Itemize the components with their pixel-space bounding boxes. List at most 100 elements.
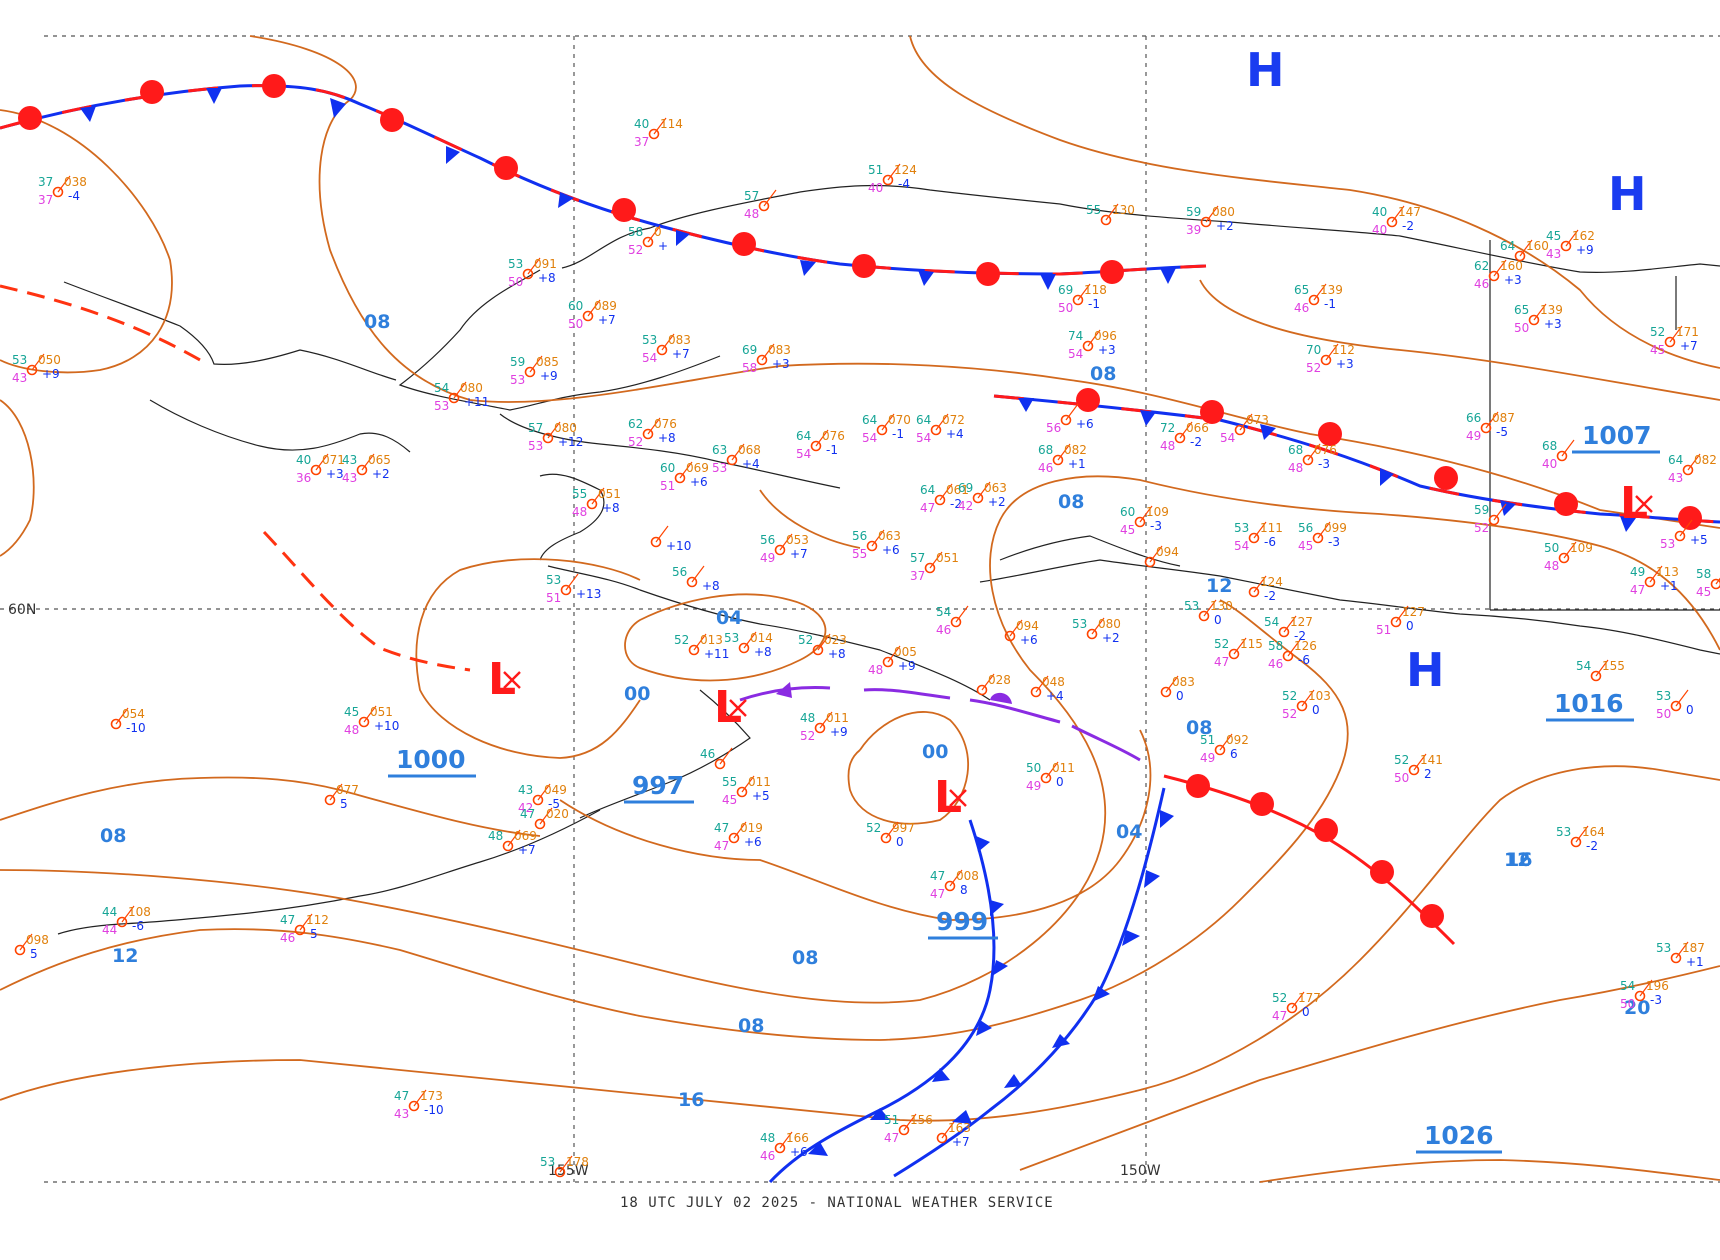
wind-barb <box>1219 733 1233 751</box>
station-pressure: 073 <box>1246 413 1269 427</box>
station-temperature: 46 <box>700 747 715 761</box>
wind-barb <box>1675 689 1689 707</box>
station-pressure: 049 <box>544 783 567 797</box>
station-pressure: 080 <box>1098 617 1121 631</box>
station-marker <box>728 832 740 844</box>
wind-barb <box>731 443 745 461</box>
station-pressure-tendency: -6 <box>1264 535 1276 549</box>
station-temperature: 54 <box>936 605 951 619</box>
station-pressure-tendency: -3 <box>1318 457 1330 471</box>
isobar-value-label: 16 <box>1506 849 1532 871</box>
station-pressure-tendency: -1 <box>892 427 904 441</box>
station-dewpoint: 40 <box>1542 457 1557 471</box>
wind-barb <box>315 453 329 471</box>
station-pressure-tendency: +10 <box>666 539 691 553</box>
station-pressure: 070 <box>888 413 911 427</box>
station-pressure: 196 <box>1646 979 1669 993</box>
station-temperature: 68 <box>1288 443 1303 457</box>
station-dewpoint: 51 <box>660 479 675 493</box>
station-marker <box>1514 250 1526 262</box>
high-center-marker: H <box>1608 167 1647 221</box>
station-marker <box>14 944 26 956</box>
station-plot: 52 023+8 <box>798 633 847 661</box>
wind-barb <box>1639 979 1653 997</box>
station-pressure-tendency: +11 <box>464 395 489 409</box>
station-dewpoint: 55 <box>852 547 867 561</box>
station-temperature: 53 <box>724 631 739 645</box>
station-dewpoint: 48 <box>1160 439 1175 453</box>
wind-barb <box>1519 239 1533 257</box>
station-plot: 52 115 47 <box>1214 637 1263 669</box>
station-pressure: 0 <box>654 225 662 239</box>
station-marker <box>876 424 888 436</box>
station-dewpoint: 54 <box>1068 347 1083 361</box>
wind-barb <box>1395 605 1409 623</box>
station-temperature: 69 <box>1058 283 1073 297</box>
station-dewpoint: 54 <box>862 431 877 445</box>
wind-barb <box>1493 259 1507 277</box>
station-dewpoint: 48 <box>344 723 359 737</box>
station-pressure: 164 <box>1582 825 1605 839</box>
station-marker <box>976 684 988 696</box>
station-dewpoint: 45 <box>1650 343 1665 357</box>
station-plot: 55 130 <box>1086 203 1135 226</box>
station-dewpoint: 46 <box>1268 657 1283 671</box>
wind-barb <box>887 163 901 181</box>
station-pressure: 011 <box>826 711 849 725</box>
station-marker <box>1320 354 1332 366</box>
wind-barb <box>1077 283 1091 301</box>
station-temperature: 51 <box>868 163 883 177</box>
station-pressure-tendency: +9 <box>1576 243 1594 257</box>
station-plot: 68 076 48 -3 <box>1288 443 1337 475</box>
station-marker <box>1312 532 1324 544</box>
station-plot: 64 061 47 -2 <box>920 483 969 515</box>
station-temperature: 53 <box>1184 599 1199 613</box>
lat-60n-label: 60N <box>8 602 36 618</box>
wind-barb <box>819 711 833 729</box>
station-plot: 48 069+7 <box>488 829 537 857</box>
station-marker <box>1488 270 1500 282</box>
station-pressure: 108 <box>128 905 151 919</box>
wind-barb <box>719 747 733 765</box>
station-marker <box>522 268 534 280</box>
station-temperature: 66 <box>1466 411 1481 425</box>
station-plot: 54 127-2 <box>1264 615 1313 643</box>
wind-barb <box>929 551 943 569</box>
station-pressure: 118 <box>1084 283 1107 297</box>
wind-barb <box>1565 229 1579 247</box>
central-pressure-label: 997 <box>632 771 684 800</box>
station-pressure-tendency: 0 <box>1406 619 1414 633</box>
station-temperature: 37 <box>38 175 53 189</box>
wind-barb <box>1291 991 1305 1009</box>
wind-barb <box>539 807 553 825</box>
station-dewpoint: 36 <box>296 471 311 485</box>
isobar-value-label: 12 <box>1206 575 1232 597</box>
station-marker <box>686 576 698 588</box>
station-pressure-tendency: -5 <box>548 797 560 811</box>
station-dewpoint: 53 <box>712 461 727 475</box>
station-temperature: 53 <box>12 353 27 367</box>
station-marker <box>882 656 894 668</box>
station-plot: 74 096 54 +3 <box>1068 329 1117 361</box>
wind-barb <box>941 1121 955 1139</box>
wind-barb <box>1139 505 1153 523</box>
station-dewpoint: 43 <box>394 1107 409 1121</box>
station-marker <box>524 366 536 378</box>
wind-barb <box>779 533 793 551</box>
station-dewpoint: 46 <box>1294 301 1309 315</box>
station-dewpoint: 40 <box>1372 223 1387 237</box>
station-pressure-tendency: +2 <box>1102 631 1120 645</box>
station-pressure: 083 <box>768 343 791 357</box>
station-pressure: 173 <box>420 1089 443 1103</box>
station-pressure: 051 <box>598 487 621 501</box>
station-pressure-tendency: +8 <box>754 645 772 659</box>
station-dewpoint: 50 <box>1058 301 1073 315</box>
station-pressure: 114 <box>660 117 683 131</box>
station-dewpoint: 47 <box>1214 655 1229 669</box>
station-pressure: 124 <box>1260 575 1283 589</box>
station-pressure: 112 <box>306 913 329 927</box>
station-pressure-tendency: +9 <box>42 367 60 381</box>
station-temperature: 54 <box>1576 659 1591 673</box>
